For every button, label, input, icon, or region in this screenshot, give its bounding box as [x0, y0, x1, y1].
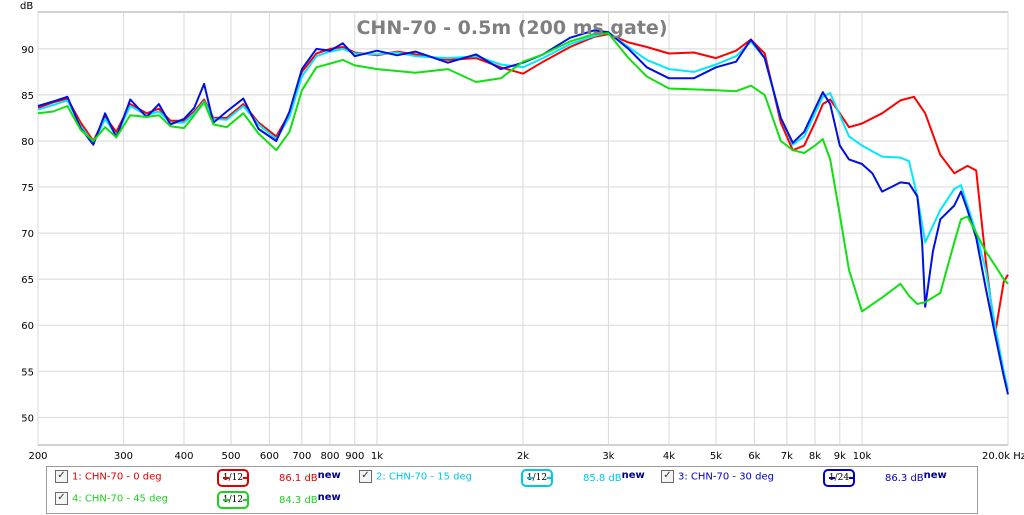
legend-entry-0deg[interactable]: ✓ 1: CHN-70 - 0 deg — [55, 470, 162, 483]
new-badge: new — [621, 470, 645, 481]
legend-label: 1: CHN-70 - 0 deg — [72, 471, 162, 483]
x-tick-label: 6k — [748, 451, 760, 462]
series-checkbox[interactable]: ✓ — [55, 470, 68, 483]
x-axis: 200 300 400 500 600 700 800 900 1k 2k 3k 4k 5k 6k 7k 8k… — [28, 451, 1024, 462]
series-checkbox[interactable]: ✓ — [55, 492, 68, 505]
y-axis: 50 55 60 65 70 75 80 85 90 — [21, 45, 34, 425]
x-tick-label: 9k — [834, 451, 846, 462]
series-checkbox[interactable]: ✓ — [661, 470, 674, 483]
frequency-response-chart: 50 55 60 65 70 75 80 85 90 200 300 400 500 600 700 800… — [20, 1, 1024, 462]
y-tick-label: 85 — [21, 91, 34, 102]
x-tick-label: 1k — [371, 451, 383, 462]
y-tick-label: 55 — [21, 367, 34, 378]
series-layer — [37, 29, 1009, 395]
smoothing-button[interactable]: 1/12 — [521, 469, 554, 487]
x-tick-label: 500 — [221, 451, 240, 462]
series-line-4 — [37, 32, 1009, 313]
level-readout: 86.1 dBnew — [279, 470, 341, 484]
x-tick-label: 3k — [602, 451, 614, 462]
y-tick-label: 90 — [21, 45, 34, 56]
chart-title: CHN-70 - 0.5m (200 ms gate) — [356, 17, 667, 39]
new-badge: new — [317, 470, 341, 481]
x-tick-label: 600 — [260, 451, 279, 462]
x-tick-label: 8k — [809, 451, 821, 462]
smoothing-label: 1/24 — [828, 473, 850, 483]
x-tick-label: 10k — [853, 451, 872, 462]
level-readout: 84.3 dBnew — [279, 492, 341, 506]
legend-label: 4: CHN-70 - 45 deg — [72, 493, 168, 505]
level-readout: 86.3 dBnew — [885, 470, 947, 484]
y-tick-label: 80 — [21, 137, 34, 148]
smoothing-label: 1/12 — [222, 495, 244, 505]
level-readout: 85.8 dBnew — [583, 470, 645, 484]
new-badge: new — [317, 492, 341, 503]
x-tick-label: 700 — [292, 451, 311, 462]
level-value: 86.1 dB — [279, 473, 318, 484]
x-tick-label: 5k — [710, 451, 722, 462]
y-tick-label: 60 — [21, 321, 34, 332]
y-axis-label: dB — [20, 1, 33, 12]
level-value: 85.8 dB — [583, 473, 622, 484]
series-checkbox[interactable]: ✓ — [359, 470, 372, 483]
y-tick-label: 50 — [21, 413, 34, 424]
legend-label: 3: CHN-70 - 30 deg — [678, 471, 774, 483]
smoothing-button[interactable]: 1/24 — [823, 469, 856, 487]
level-value: 86.3 dB — [885, 473, 924, 484]
x-tick-label: 200 — [28, 451, 47, 462]
y-tick-label: 65 — [21, 275, 34, 286]
y-tick-label: 75 — [21, 183, 34, 194]
x-tick-label: 300 — [114, 451, 133, 462]
legend: ✓ 1: CHN-70 - 0 deg 1/12 86.1 dBnew ✓ 2: C… — [46, 466, 978, 514]
new-badge: new — [923, 470, 947, 481]
smoothing-button[interactable]: 1/12 — [217, 469, 250, 487]
x-tick-label: 400 — [174, 451, 193, 462]
x-tick-label: 800 — [320, 451, 339, 462]
legend-entry-15deg[interactable]: ✓ 2: CHN-70 - 15 deg — [359, 470, 472, 483]
smoothing-label: 1/12 — [526, 473, 548, 483]
y-tick-label: 70 — [21, 229, 34, 240]
series-line-2 — [37, 31, 1009, 390]
grid — [37, 12, 1009, 445]
smoothing-label: 1/12 — [222, 473, 244, 483]
x-tick-label: 7k — [781, 451, 793, 462]
x-tick-label: 20.0k Hz — [982, 451, 1024, 462]
x-tick-label: 900 — [345, 451, 364, 462]
legend-entry-30deg[interactable]: ✓ 3: CHN-70 - 30 deg — [661, 470, 774, 483]
x-tick-label: 2k — [517, 451, 529, 462]
x-tick-label: 4k — [663, 451, 675, 462]
legend-entry-45deg[interactable]: ✓ 4: CHN-70 - 45 deg — [55, 492, 168, 505]
smoothing-button[interactable]: 1/12 — [217, 491, 250, 509]
legend-label: 2: CHN-70 - 15 deg — [376, 471, 472, 483]
level-value: 84.3 dB — [279, 495, 318, 506]
